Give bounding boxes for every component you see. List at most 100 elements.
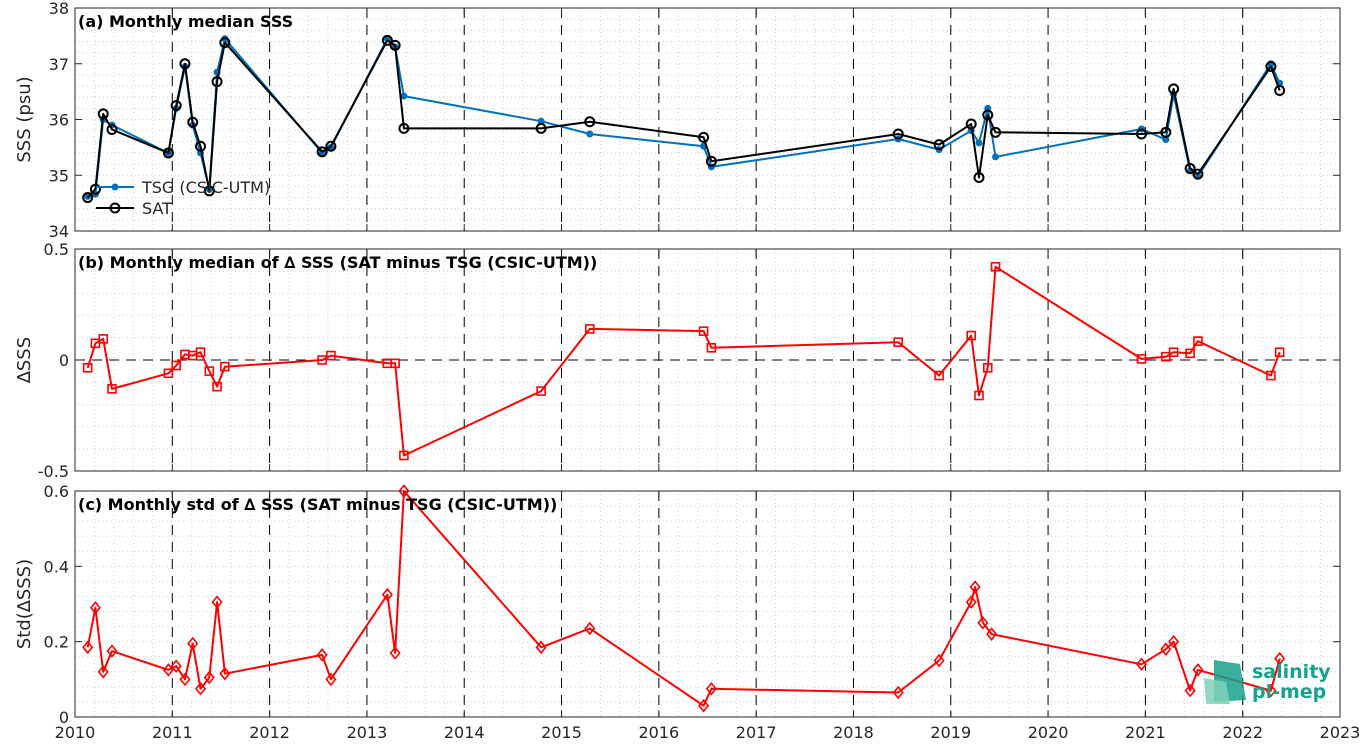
data-point (98, 334, 109, 344)
logo-text-pimep: pi-mep (1252, 681, 1326, 703)
x-tick-label: 2012 (249, 723, 290, 742)
data-point (398, 484, 410, 498)
y-tick-label: 0.6 (44, 482, 69, 501)
data-point (892, 128, 904, 140)
data-point (584, 621, 596, 636)
panel-title: (a) Monthly median SSS (78, 12, 293, 31)
x-tick-label: 2015 (541, 723, 582, 742)
data-point (211, 595, 223, 609)
data-point (1265, 61, 1277, 73)
data-point (170, 100, 182, 112)
data-point (106, 644, 118, 658)
data-point (195, 347, 206, 358)
y-tick-label: 0 (59, 351, 69, 370)
y-tick-label: 38 (49, 0, 69, 18)
data-point (1184, 683, 1196, 698)
y-tick-label: 36 (49, 111, 69, 130)
x-tick-label: 2019 (930, 723, 971, 742)
data-point (400, 92, 408, 100)
logo-text-salinity: salinity (1252, 661, 1331, 683)
data-point (973, 171, 985, 183)
data-point (977, 616, 989, 630)
x-tick-label: 2017 (736, 723, 777, 742)
data-point (535, 640, 547, 655)
data-point (1184, 163, 1196, 175)
data-point (162, 663, 174, 677)
data-point (698, 131, 710, 143)
data-point (535, 122, 547, 134)
data-point (1274, 651, 1286, 666)
data-point (326, 350, 336, 361)
data-point (966, 330, 977, 341)
data-point (975, 139, 983, 147)
data-point (706, 342, 717, 353)
data-point (398, 122, 410, 134)
x-tick-label: 2013 (347, 723, 388, 742)
legend-sat-label: SAT (142, 199, 172, 218)
legend-tsg-marker (111, 183, 119, 191)
data-point (316, 648, 328, 662)
panel-title: (c) Monthly std of ∆ SSS (SAT minus TSG … (78, 495, 557, 514)
data-point (1168, 634, 1180, 649)
x-tick-label: 2014 (444, 723, 485, 742)
data-point (381, 587, 393, 602)
data-point (969, 580, 981, 594)
data-point (82, 362, 93, 373)
data-point (389, 646, 401, 660)
y-axis-label: ∆SSS (14, 337, 35, 384)
panel-c-std-delta-sss: 0 0.2 0.4 0.6 2010 2011 2012 2013 2014 2015 2016 20… (14, 482, 1360, 742)
data-point (1192, 663, 1204, 677)
data-point (705, 155, 717, 167)
data-point (82, 192, 94, 204)
y-tick-label: 35 (49, 166, 69, 185)
logo-mark-shadow (1204, 678, 1230, 704)
data-point (536, 386, 546, 396)
data-point (220, 361, 230, 372)
data-point (325, 140, 337, 152)
data-point (1135, 128, 1147, 140)
data-point (974, 390, 984, 401)
data-point (537, 117, 545, 125)
x-tick-label: 2020 (1028, 723, 1069, 742)
data-point (89, 183, 101, 195)
data-point (990, 261, 1001, 272)
data-point (389, 39, 401, 51)
panel-title: (b) Monthly median of ∆ SSS (SAT minus T… (78, 253, 597, 272)
x-tick-label: 2021 (1125, 723, 1166, 742)
data-point (1274, 85, 1286, 97)
data-point (1185, 348, 1195, 359)
data-point (586, 130, 594, 138)
data-point (986, 627, 998, 641)
data-point (179, 58, 191, 70)
data-point (1168, 347, 1179, 358)
data-point (170, 659, 182, 673)
data-point (163, 368, 174, 379)
data-point (187, 636, 199, 651)
data-point (212, 381, 222, 392)
data-point (982, 362, 993, 373)
data-point (982, 109, 994, 121)
data-point (1274, 347, 1285, 358)
plot-area (75, 491, 1340, 717)
x-tick-label: 2023 (1320, 723, 1361, 742)
data-point (992, 153, 1000, 161)
data-point (892, 685, 904, 700)
panel-b-delta-sss: -0.5 0 0.5 ∆SSS (b) Monthly median of ∆ SSS … (14, 240, 1341, 481)
x-tick-label: 2010 (55, 723, 96, 742)
data-point (934, 370, 944, 381)
data-point (584, 116, 596, 128)
data-point (965, 595, 977, 609)
x-tick-label: 2016 (638, 723, 679, 742)
data-point (990, 126, 1002, 138)
data-point (1266, 370, 1276, 381)
series-line-c (86, 490, 1281, 707)
y-tick-label: -0.5 (38, 462, 69, 481)
data-point (698, 698, 710, 713)
data-point (1193, 336, 1203, 346)
x-tick-label: 2022 (1222, 723, 1263, 742)
y-tick-label: 37 (49, 55, 69, 74)
data-point (893, 337, 904, 348)
data-point (1135, 657, 1148, 672)
data-point (195, 140, 207, 152)
